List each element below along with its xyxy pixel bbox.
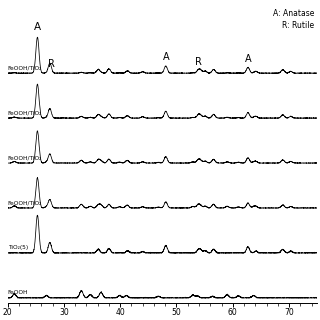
Text: FeOOH: FeOOH	[8, 290, 28, 295]
Text: FeOOH/TiO₂: FeOOH/TiO₂	[8, 65, 42, 70]
Text: A: Anatase
R: Rutile: A: Anatase R: Rutile	[273, 9, 314, 30]
Text: A: A	[245, 54, 251, 64]
Text: FeOOH/TiO₂: FeOOH/TiO₂	[8, 200, 42, 205]
Text: R: R	[47, 59, 54, 69]
Text: TiO₂(5): TiO₂(5)	[8, 245, 28, 250]
Text: FeOOH/TiO₂: FeOOH/TiO₂	[8, 110, 42, 115]
Text: A: A	[163, 52, 169, 62]
Text: A: A	[34, 22, 41, 32]
Text: FeOOH/TiO₂: FeOOH/TiO₂	[8, 155, 42, 160]
Text: R: R	[195, 57, 202, 67]
